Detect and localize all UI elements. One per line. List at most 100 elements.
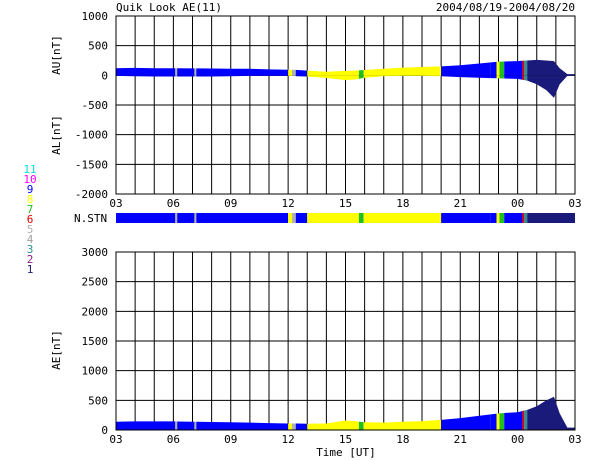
nstn-label: N.STN bbox=[74, 212, 107, 225]
station-segment bbox=[196, 213, 289, 223]
y-tick-label: 3000 bbox=[82, 246, 109, 259]
station-segment bbox=[441, 213, 491, 223]
al-area bbox=[524, 75, 528, 81]
ae-area bbox=[291, 423, 296, 430]
al-area bbox=[291, 75, 296, 77]
au-area bbox=[116, 67, 176, 76]
station-segment bbox=[194, 213, 197, 223]
ae-area bbox=[307, 420, 359, 430]
al-area bbox=[496, 75, 500, 79]
x-tick-label: 18 bbox=[396, 197, 409, 210]
y-tick-label: 2500 bbox=[82, 276, 109, 289]
al-area bbox=[363, 75, 442, 78]
au-area bbox=[441, 62, 491, 76]
al-area bbox=[307, 75, 359, 81]
x-tick-label: 18 bbox=[396, 433, 409, 446]
x-tick-label: 15 bbox=[339, 197, 352, 210]
x-tick-label: 09 bbox=[224, 433, 237, 446]
x-tick-label: 03 bbox=[568, 433, 581, 446]
au-area bbox=[522, 60, 525, 76]
al-axis-label: AL[nT] bbox=[50, 115, 63, 155]
x-tick-label: 03 bbox=[109, 433, 122, 446]
al-area bbox=[295, 75, 308, 77]
au-area bbox=[524, 60, 528, 76]
ae-area bbox=[196, 421, 289, 430]
x-tick-label: 09 bbox=[224, 197, 237, 210]
y-tick-label: -500 bbox=[82, 99, 109, 112]
ae-area bbox=[522, 410, 525, 430]
legend-station-number: 3 bbox=[27, 243, 34, 256]
y-tick-label: -1500 bbox=[75, 158, 108, 171]
y-tick-label: 500 bbox=[88, 394, 108, 407]
au-area bbox=[358, 70, 364, 76]
x-tick-label: 03 bbox=[568, 197, 581, 210]
x-tick-label: 15 bbox=[339, 433, 352, 446]
station-segment bbox=[363, 213, 442, 223]
station-segment bbox=[288, 213, 292, 223]
panel-frame bbox=[115, 251, 576, 431]
au-area bbox=[307, 70, 359, 76]
al-area bbox=[490, 75, 497, 79]
au-area bbox=[194, 68, 197, 76]
au-area bbox=[490, 61, 497, 76]
au-area bbox=[499, 61, 505, 76]
panel-frame bbox=[115, 15, 576, 195]
x-tick-label: 03 bbox=[109, 197, 122, 210]
au-area bbox=[295, 69, 308, 76]
ae-area bbox=[363, 419, 442, 430]
ae-area bbox=[527, 396, 575, 430]
legend-station-number: 6 bbox=[27, 213, 34, 226]
ae-axis-label: AE[nT] bbox=[50, 330, 63, 370]
y-tick-label: 2000 bbox=[82, 305, 109, 318]
ae-area bbox=[295, 423, 308, 430]
legend-station-number: 7 bbox=[27, 203, 34, 216]
station-segment bbox=[358, 213, 364, 223]
al-area bbox=[196, 75, 289, 77]
al-area bbox=[499, 75, 505, 79]
au-area bbox=[175, 68, 178, 76]
al-area bbox=[116, 75, 176, 77]
al-area bbox=[175, 75, 178, 77]
ae-area bbox=[496, 413, 500, 430]
ae-area bbox=[490, 413, 497, 430]
station-segment bbox=[291, 213, 296, 223]
station-segment bbox=[504, 213, 523, 223]
x-tick-label: 12 bbox=[282, 197, 295, 210]
date-range: 2004/08/19-2004/08/20 bbox=[436, 1, 575, 14]
y-tick-label: -1000 bbox=[75, 129, 108, 142]
al-area bbox=[504, 75, 523, 80]
station-segment bbox=[490, 213, 497, 223]
station-segment bbox=[522, 213, 525, 223]
au-area bbox=[363, 66, 442, 76]
x-tick-label: 06 bbox=[167, 197, 180, 210]
station-segment bbox=[295, 213, 308, 223]
legend-station-number: 8 bbox=[27, 193, 34, 206]
legend-station-number: 4 bbox=[27, 233, 34, 246]
station-segment bbox=[499, 213, 505, 223]
ae-area bbox=[194, 421, 197, 430]
au-area bbox=[496, 61, 500, 76]
legend-station-number: 11 bbox=[23, 163, 36, 176]
station-segment bbox=[527, 213, 575, 223]
x-tick-label: 21 bbox=[454, 197, 467, 210]
station-segment bbox=[116, 213, 176, 223]
x-tick-label: 12 bbox=[282, 433, 295, 446]
station-segment bbox=[175, 213, 178, 223]
ae-area bbox=[499, 413, 505, 430]
au-area bbox=[177, 68, 195, 76]
au-area bbox=[504, 60, 523, 76]
y-tick-label: 0 bbox=[101, 424, 108, 437]
al-area bbox=[522, 75, 525, 81]
legend-station-number: 5 bbox=[27, 223, 34, 236]
y-tick-label: 500 bbox=[88, 40, 108, 53]
legend-station-number: 2 bbox=[27, 253, 34, 266]
y-tick-label: -2000 bbox=[75, 188, 108, 201]
au-area bbox=[288, 69, 292, 76]
al-area bbox=[358, 75, 364, 79]
ae-area bbox=[524, 409, 528, 430]
chart-title: Quik Look AE(11) bbox=[116, 1, 222, 14]
ae-area bbox=[504, 411, 523, 430]
